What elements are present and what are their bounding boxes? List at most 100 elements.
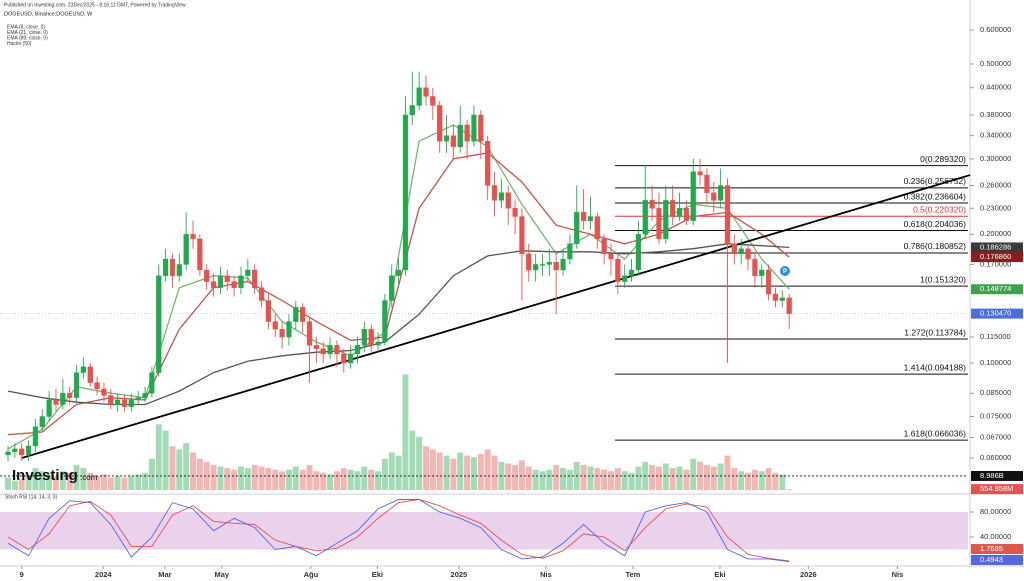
candle-body <box>546 262 552 265</box>
volume-bar <box>327 474 334 490</box>
candle-body <box>12 448 18 453</box>
candle-body <box>32 426 39 447</box>
stoch-title: Stoch RSI (14, 14, 3, 3) <box>5 494 58 500</box>
volume-bar <box>717 463 724 490</box>
candle-body <box>382 300 388 343</box>
ema-line <box>7 243 790 406</box>
volume-bar <box>765 468 772 490</box>
volume-bar <box>340 468 347 490</box>
candle-body <box>217 275 224 288</box>
volume-bar <box>580 465 587 490</box>
candle-body <box>766 269 772 295</box>
volume-bar <box>484 449 491 490</box>
candle-body <box>197 238 203 271</box>
volume-label-box <box>971 484 1023 495</box>
candle-body <box>231 281 237 288</box>
volume-bar <box>635 466 642 490</box>
candle-body <box>258 287 265 301</box>
y-tick-label: 0.340000 <box>980 131 1011 140</box>
candle-body <box>375 341 381 346</box>
stoch-value-box <box>971 555 1023 565</box>
volume-label: 8.986B <box>980 471 1004 480</box>
volume-bar <box>306 465 313 490</box>
volume-bar <box>587 466 594 490</box>
volume-bar <box>402 374 409 490</box>
candle-body <box>464 124 470 142</box>
candle-body <box>649 200 655 209</box>
candle-body <box>354 345 361 355</box>
candle-body <box>25 445 32 456</box>
candle-body <box>128 399 134 408</box>
candle-body <box>635 234 642 271</box>
candle-body <box>238 275 244 288</box>
candle-body <box>443 135 450 142</box>
candle-body <box>779 297 785 301</box>
candle-body <box>39 416 45 427</box>
volume-bar <box>710 466 717 490</box>
candle-body <box>73 372 80 398</box>
x-tick-label: 9 <box>20 570 24 579</box>
candle-body <box>450 135 457 148</box>
volume-bar <box>422 446 429 490</box>
volume-bar <box>525 466 532 490</box>
candle-body <box>108 395 114 405</box>
volume-bar <box>354 471 361 490</box>
volume-bar <box>690 458 697 490</box>
stoch-tick-label: 40.00000 <box>980 532 1011 541</box>
volume-bar <box>5 477 12 490</box>
volume-bar <box>87 472 94 490</box>
volume-bar <box>779 474 786 490</box>
volume-bar <box>347 469 354 490</box>
candle-body <box>485 140 491 186</box>
candle-body <box>101 388 107 396</box>
candle-body <box>567 243 573 260</box>
candle-body <box>642 200 648 235</box>
volume-bar <box>155 424 162 490</box>
price-label: 0.148774 <box>980 284 1011 293</box>
candle-body <box>512 208 518 217</box>
candle-body <box>409 105 415 116</box>
candle-body <box>697 171 703 176</box>
candle-body <box>724 185 731 244</box>
candle-body <box>738 248 744 255</box>
candle-body <box>519 216 525 255</box>
volume-bar <box>381 458 388 490</box>
candle-body <box>560 258 566 271</box>
volume-bar <box>196 458 203 490</box>
candle-body <box>320 348 326 355</box>
volume-bar <box>786 489 793 490</box>
candle-body <box>210 281 217 288</box>
candle-body <box>80 366 86 373</box>
volume-bar <box>621 471 628 490</box>
candle-body <box>663 200 669 240</box>
x-tick-label: 2026 <box>800 570 817 579</box>
volume-bar <box>436 452 443 490</box>
y-tick-label: 0.115000 <box>980 332 1011 341</box>
volume-bar <box>265 468 272 490</box>
candle-body <box>786 297 792 314</box>
volume-bar <box>409 430 416 490</box>
stoch-tick-label: 80.00000 <box>980 507 1011 516</box>
fib-label: 0.236(0.256752) <box>904 176 967 186</box>
x-tick-label: 2024 <box>95 570 113 579</box>
candle-body <box>526 253 532 271</box>
volume-bar <box>52 475 59 490</box>
volume-bar <box>429 449 436 490</box>
candle-body <box>711 192 717 201</box>
volume-bar <box>450 458 457 490</box>
candle-body <box>423 87 429 97</box>
candle-body <box>67 393 73 398</box>
volume-bar <box>539 471 546 490</box>
candle-body <box>615 258 621 282</box>
volume-bar <box>224 468 231 490</box>
volume-bar <box>66 472 73 490</box>
volume-bar <box>751 469 758 490</box>
candle-body <box>683 208 689 222</box>
candle-body <box>395 269 402 276</box>
volume-bar <box>546 469 553 490</box>
volume-bar <box>505 463 512 490</box>
candle-body <box>601 238 607 255</box>
x-tick-label: Tem <box>625 570 640 579</box>
volume-bar <box>128 475 135 490</box>
x-tick-label: Ağu <box>304 570 319 579</box>
